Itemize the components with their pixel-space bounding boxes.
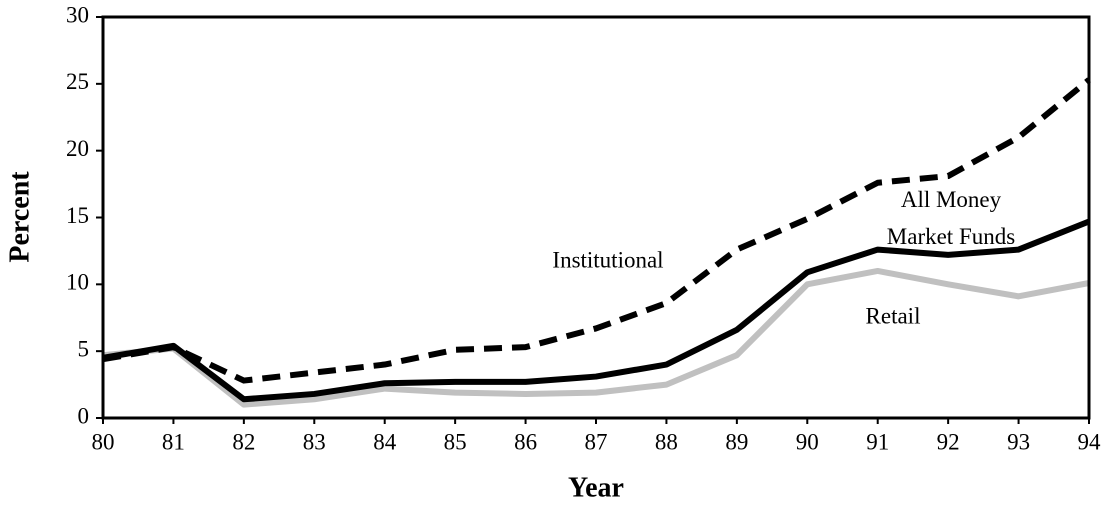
y-tick-label: 10: [66, 270, 89, 295]
y-axis-title: Percent: [4, 171, 35, 263]
y-tick-label: 0: [78, 403, 90, 428]
x-tick-label: 86: [514, 429, 537, 454]
series-label: All Money Market Funds: [886, 187, 1016, 249]
y-tick-label: 20: [66, 136, 89, 161]
series-label: Retail: [866, 303, 921, 328]
plot-frame: [101, 15, 1091, 420]
x-tick-label: 93: [1007, 429, 1030, 454]
x-tick-label: 89: [725, 429, 748, 454]
x-tick-label: 91: [866, 429, 889, 454]
x-tick-label: 83: [303, 429, 326, 454]
y-tick-label: 5: [78, 336, 90, 361]
x-tick-label: 85: [444, 429, 467, 454]
x-tick-label: 80: [92, 429, 115, 454]
series-line: [102, 218, 1091, 403]
y-tick-label: 30: [66, 2, 89, 27]
x-tick-label: 82: [232, 429, 255, 454]
series-label-box: All Money Market Funds: [886, 187, 1016, 249]
x-axis-title: Year: [568, 472, 624, 503]
y-tick-label: 15: [66, 203, 89, 228]
x-tick-label: 88: [655, 429, 678, 454]
series-line: [102, 267, 1090, 408]
series-label: Institutional: [552, 247, 663, 272]
y-tick-label: 25: [66, 69, 89, 94]
x-tick-label: 81: [162, 429, 185, 454]
x-tick-label: 90: [796, 429, 819, 454]
x-tick-label: 84: [373, 429, 397, 454]
series-line: [102, 77, 1091, 384]
x-tick-label: 87: [585, 429, 608, 454]
x-tick-label: 92: [937, 429, 960, 454]
x-tick-label: 94: [1078, 429, 1102, 454]
